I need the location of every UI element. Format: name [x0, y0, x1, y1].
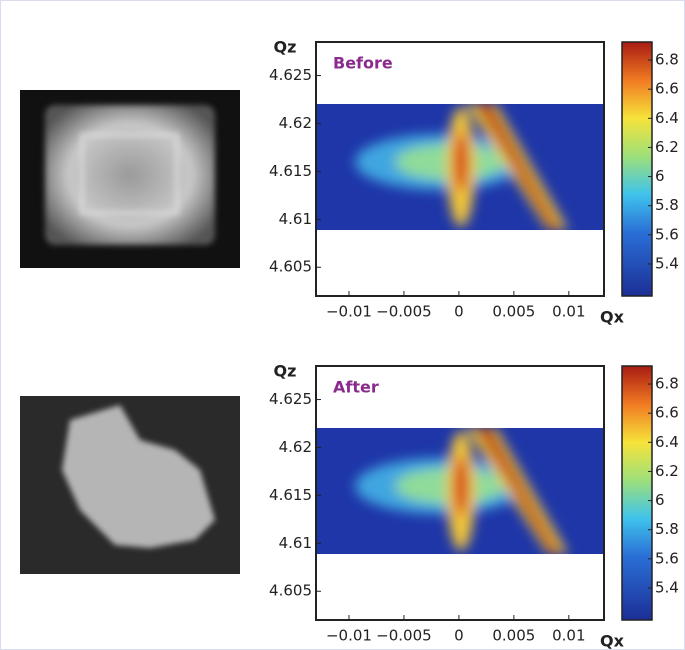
colorbar: [621, 41, 653, 297]
colorbar-tick-label: 5.4: [655, 254, 679, 272]
x-tick-label: 0: [454, 627, 464, 645]
x-tick-label: 0: [454, 303, 464, 321]
colorbar-tick-label: 6.6: [655, 404, 679, 422]
axes-box: [315, 365, 605, 621]
x-tick-label: 0.005: [492, 627, 535, 645]
heatmap-image: [316, 428, 604, 554]
y-tick-label: 4.61: [279, 534, 312, 552]
x-tick-label: 0.005: [492, 303, 535, 321]
heatmap-chart: 4.605 4.61 4.615 4.62 4.625 −0.01 −0.005 0 0.005…: [269, 38, 679, 327]
colorbar-tick-label: 5.8: [655, 196, 679, 214]
y-tick-label: 4.605: [269, 258, 312, 276]
streak: [476, 428, 560, 554]
chart-title: After: [333, 378, 379, 397]
y-axis-label: Qz: [274, 38, 297, 57]
y-tick-label: 4.62: [279, 438, 312, 456]
sem-crystal: [62, 405, 215, 548]
sem-crystal: [45, 105, 215, 245]
x-tick-label: −0.01: [326, 303, 372, 321]
x-tick-label: 0.01: [552, 627, 585, 645]
heatmap-chart: 4.605 4.61 4.615 4.62 4.625 −0.01 −0.005 0 0.005…: [269, 362, 679, 650]
colorbar-tick-label: 6.6: [655, 80, 679, 98]
colorbar-tick-label: 6: [655, 167, 665, 185]
x-tick-label: −0.005: [376, 303, 432, 321]
x-tick-label: −0.005: [376, 627, 432, 645]
y-tick-label: 4.61: [279, 210, 312, 228]
y-axis-label: Qz: [274, 362, 297, 381]
streak: [476, 104, 560, 230]
y-tick-label: 4.625: [269, 66, 312, 84]
y-tick-label: 4.615: [269, 486, 312, 504]
blob: [454, 132, 468, 192]
sem-edge: [80, 133, 179, 215]
colorbar-tick-label: 5.4: [655, 578, 679, 596]
x-axis-label: Qx: [600, 308, 625, 327]
colorbar-tick-label: 6.2: [655, 138, 679, 156]
heatmap-image: [316, 104, 604, 230]
y-tick-label: 4.605: [269, 582, 312, 600]
colorbar-tick-label: 5.6: [655, 225, 679, 243]
colorbar-tick-label: 6.2: [655, 462, 679, 480]
colorbar-tick-label: 5.6: [655, 549, 679, 567]
colorbar-tick-label: 6: [655, 491, 665, 509]
colorbar-tick-label: 6.4: [655, 109, 679, 127]
colorbar-tick-label: 6.8: [655, 51, 679, 69]
x-tick-label: 0.01: [552, 303, 585, 321]
axes-box: [315, 41, 605, 297]
y-tick-label: 4.615: [269, 162, 312, 180]
heatmap-blobs: [355, 428, 568, 554]
blob: [454, 456, 468, 516]
colorbar-tick-label: 6.4: [655, 433, 679, 451]
colorbar-tick-label: 6.8: [655, 375, 679, 393]
heatmap-blobs: [355, 104, 568, 230]
y-tick-label: 4.62: [279, 114, 312, 132]
x-axis-label: Qx: [600, 632, 625, 650]
colorbar: [621, 365, 653, 621]
y-tick-label: 4.625: [269, 390, 312, 408]
x-tick-label: −0.01: [326, 627, 372, 645]
chart-title: Before: [333, 54, 393, 73]
colorbar-tick-label: 5.8: [655, 520, 679, 538]
